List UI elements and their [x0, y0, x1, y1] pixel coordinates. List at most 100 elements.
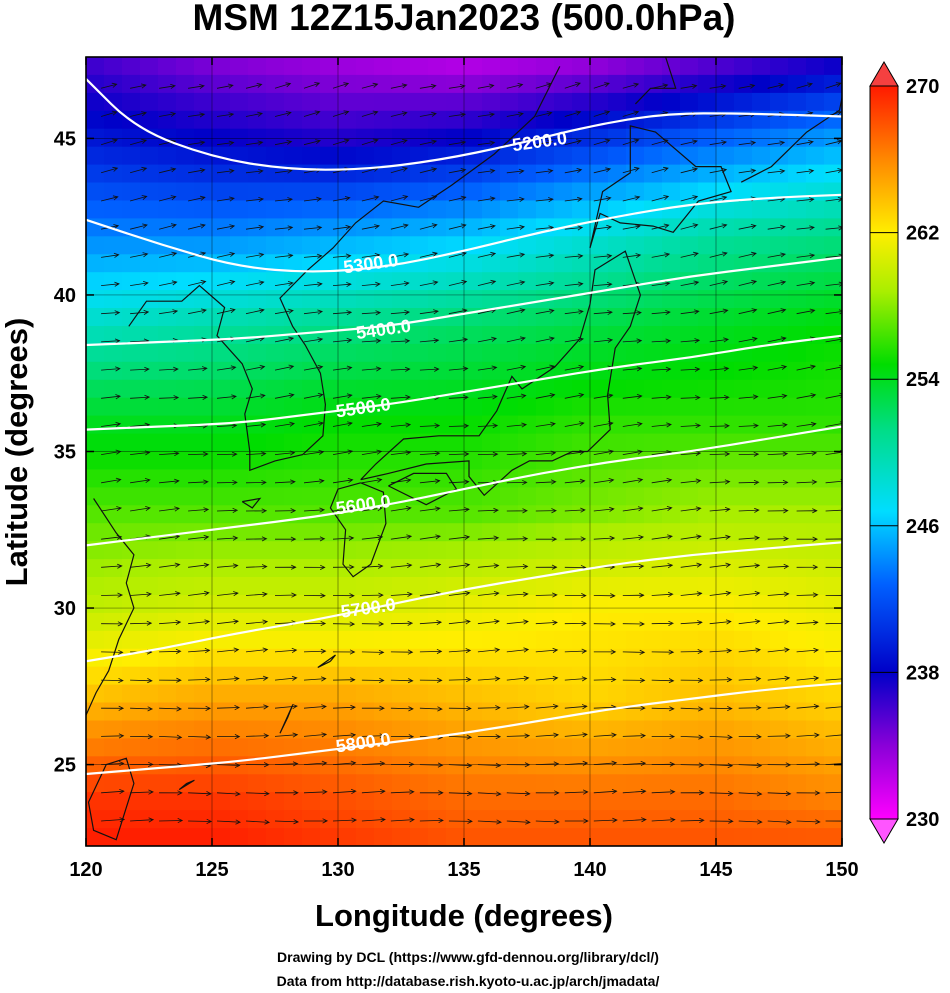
heat-cell [122, 433, 141, 453]
heat-cell [536, 487, 555, 506]
heat-cell [248, 505, 267, 524]
heat-cell [266, 110, 285, 130]
heat-cell [464, 110, 483, 130]
wind-arrow [477, 112, 496, 118]
heat-cell [158, 469, 177, 488]
heat-cell [500, 595, 519, 614]
heat-cell [788, 505, 807, 524]
heat-cell [122, 92, 141, 112]
wind-arrow [651, 195, 670, 202]
heat-cell [374, 451, 393, 470]
heat-cell [626, 774, 645, 793]
heat-cell [230, 433, 249, 453]
heat-cell [338, 397, 357, 417]
heat-cell [662, 702, 681, 721]
heat-cell [338, 92, 357, 112]
heat-cell [482, 433, 501, 453]
wind-arrow [680, 280, 700, 286]
heat-cell [770, 200, 789, 219]
heat-cell [734, 451, 753, 470]
wind-arrow [448, 705, 472, 711]
heat-cell [284, 254, 303, 273]
heat-cell [716, 110, 735, 130]
heat-cell [338, 612, 357, 632]
heat-cell [662, 792, 681, 811]
heat-cell [428, 702, 447, 721]
wind-arrow [738, 336, 758, 343]
wind-arrow [216, 308, 236, 315]
heat-cell [320, 218, 339, 237]
wind-arrow [738, 394, 759, 400]
heat-cell [284, 630, 303, 650]
heat-cell [140, 666, 159, 686]
heat-cell [338, 254, 357, 273]
wind-arrow [158, 223, 177, 230]
heat-cell [392, 433, 411, 453]
wind-arrow [361, 534, 384, 540]
heat-cell [248, 756, 267, 775]
heat-cell [806, 397, 825, 417]
wind-arrow [188, 140, 206, 146]
heat-cell [716, 415, 735, 435]
heat-cell [284, 397, 303, 417]
wind-arrow [477, 535, 500, 541]
heat-cell [194, 738, 213, 757]
heat-cell [698, 505, 717, 524]
heat-cell [392, 648, 411, 668]
wind-arrow [564, 225, 584, 231]
heat-cell [788, 828, 807, 846]
heat-cell [824, 361, 842, 381]
heat-cell [86, 451, 105, 470]
heat-cell [518, 630, 537, 650]
heat-cell [356, 308, 375, 327]
wind-arrow [303, 676, 327, 682]
heat-cell [374, 146, 393, 166]
wind-arrow [448, 562, 471, 568]
heat-cell [500, 756, 519, 775]
coastline [241, 497, 262, 509]
heat-cell [662, 720, 681, 739]
wind-arrow [216, 507, 239, 513]
heat-cell [698, 577, 717, 596]
heat-cell [806, 361, 825, 381]
wind-arrow [303, 704, 327, 710]
heat-cell [284, 828, 303, 846]
heat-cell [464, 74, 483, 94]
heat-cell [212, 630, 231, 650]
heat-cell [320, 236, 339, 255]
heat-cell [302, 272, 321, 291]
colorbar-tick-label: 270 [906, 76, 939, 98]
heat-cell [194, 577, 213, 596]
heat-cell [140, 648, 159, 668]
heat-cell [662, 630, 681, 650]
wind-arrow [100, 166, 119, 174]
heat-cell [788, 559, 807, 578]
wind-arrow [506, 479, 528, 486]
heat-cell [572, 595, 591, 614]
wind-arrow [130, 223, 148, 230]
heat-cell [752, 128, 771, 148]
wind-arrow [535, 536, 558, 542]
heat-cell [698, 128, 717, 148]
heat-cell [302, 595, 321, 614]
heat-cell [770, 559, 789, 578]
wind-arrow [767, 819, 792, 825]
x-tick-label: 150 [825, 859, 858, 881]
heat-cell [122, 57, 141, 76]
heat-cell [644, 505, 663, 524]
wind-arrow [767, 451, 789, 457]
heat-cell [104, 595, 123, 614]
wind-arrow [216, 423, 238, 429]
heat-cell [698, 702, 717, 721]
heat-cell [158, 308, 177, 327]
heat-cell [194, 379, 213, 399]
wind-arrow [593, 82, 610, 89]
heat-cell [662, 559, 681, 578]
heat-cell [464, 810, 483, 829]
heat-cell [698, 666, 717, 686]
heat-cell [644, 146, 663, 166]
heat-cell [536, 200, 555, 219]
heat-cell [536, 254, 555, 273]
heat-cell [500, 218, 519, 237]
heat-cell [248, 774, 267, 793]
